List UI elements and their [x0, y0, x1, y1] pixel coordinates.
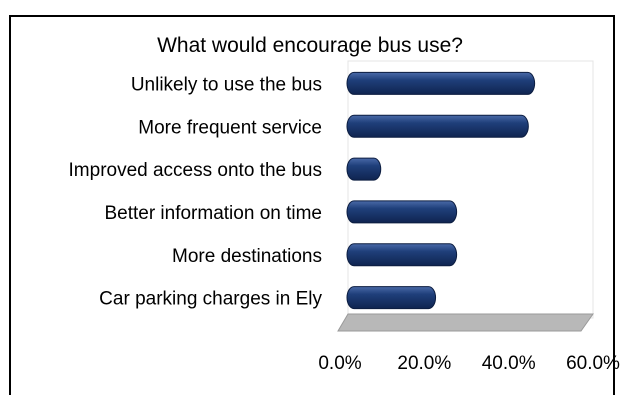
- category-label: More frequent service: [138, 117, 322, 138]
- x-tick-label: 60.0%: [566, 353, 620, 374]
- bar: [346, 114, 529, 138]
- category-label: More destinations: [172, 246, 322, 267]
- bar: [346, 71, 536, 95]
- category-label: Better information on time: [104, 203, 322, 224]
- plot-floor: [337, 313, 594, 332]
- bar: [346, 157, 382, 181]
- bar: [346, 243, 458, 267]
- category-label: Car parking charges in Ely: [99, 289, 322, 310]
- x-tick-label: 0.0%: [318, 353, 361, 374]
- category-label: Improved access onto the bus: [69, 160, 322, 181]
- bar: [346, 286, 437, 310]
- chart-frame: [9, 15, 615, 395]
- x-tick-label: 20.0%: [397, 353, 451, 374]
- bar: [346, 200, 458, 224]
- x-axis-ticks: 0.0% 20.0% 40.0% 60.0%: [318, 353, 620, 374]
- bars: [346, 71, 536, 310]
- category-labels: Unlikely to use the bus More frequent ser…: [69, 74, 323, 309]
- x-tick-label: 40.0%: [482, 353, 536, 374]
- category-label: Unlikely to use the bus: [131, 74, 322, 95]
- plot-back-wall: [347, 60, 594, 319]
- bar-chart: What would encourage bus use? Unlikely t…: [69, 34, 621, 374]
- chart-title: What would encourage bus use?: [157, 34, 463, 57]
